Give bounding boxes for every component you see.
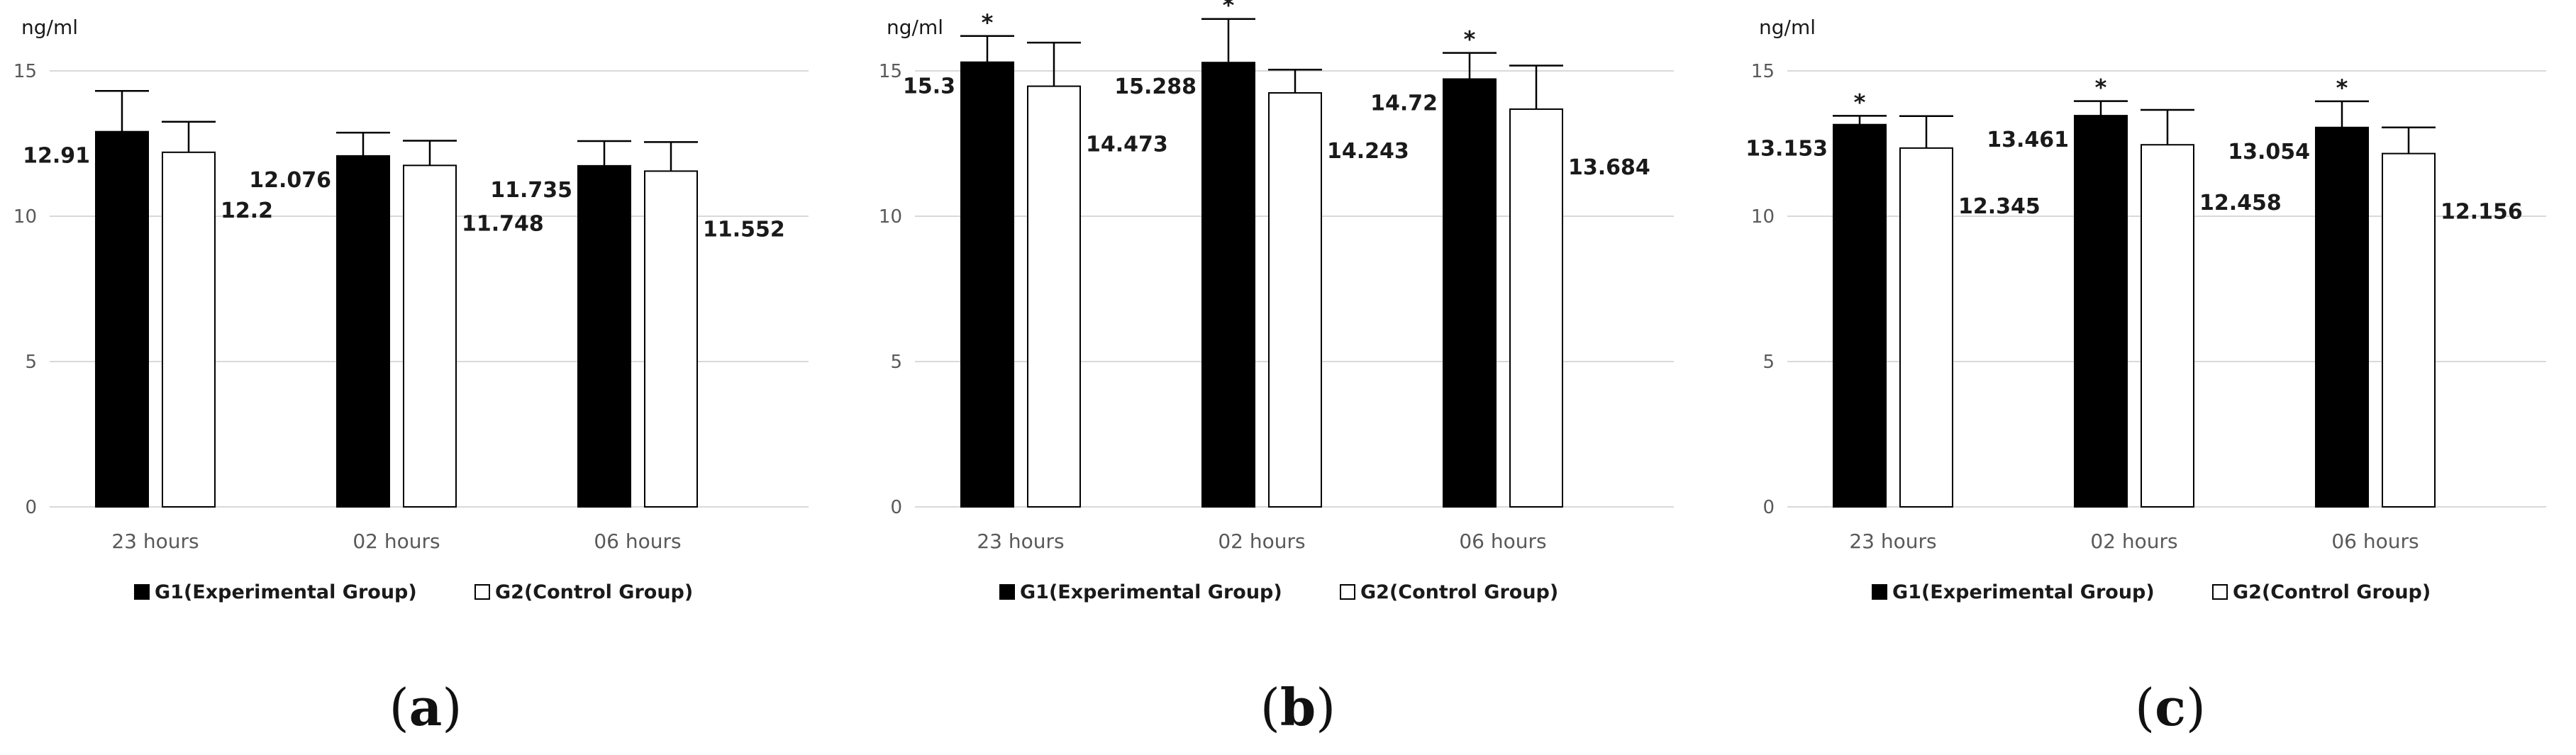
data-label-g1: 13.153 (1745, 137, 1828, 162)
x-tick-label: 23 hours (111, 530, 199, 553)
data-label-g2: 11.748 (462, 211, 544, 236)
bar-g1 (95, 130, 149, 508)
y-axis-label: ng/ml (21, 16, 78, 39)
data-label-g2: 12.458 (2199, 191, 2282, 216)
significance-marker: * (2336, 74, 2348, 101)
x-tick-label: 06 hours (1459, 530, 1546, 553)
bar-g2 (644, 170, 698, 508)
legend-entry-g1: G1(Experimental Group) (1020, 581, 1282, 603)
bar-g1 (1443, 78, 1497, 508)
bar-g2 (403, 164, 457, 508)
y-tick-label: 5 (1762, 352, 1775, 373)
data-label-g2: 12.2 (221, 198, 273, 223)
data-label-g1: 15.3 (903, 74, 955, 99)
significance-marker: * (982, 9, 994, 36)
x-tick-label: 02 hours (352, 530, 440, 553)
y-tick-label: 5 (890, 352, 902, 373)
bar-g1 (1201, 62, 1255, 508)
bar-g2 (1899, 147, 1953, 508)
bar-g2 (1027, 85, 1081, 508)
panel-label-a: (a) (389, 677, 462, 737)
y-tick-label: 5 (25, 352, 37, 373)
data-label-g1: 11.735 (490, 178, 572, 203)
data-label-g1: 15.288 (1114, 74, 1197, 99)
data-label-g1: 12.076 (249, 168, 331, 193)
significance-marker: * (2095, 74, 2107, 101)
legend-entry-g2: G2(Control Group) (495, 581, 693, 603)
legend-entry-g1: G1(Experimental Group) (155, 581, 417, 603)
y-axis-label: ng/ml (887, 16, 943, 39)
y-tick-label: 10 (13, 206, 37, 228)
data-label-g1: 14.72 (1370, 91, 1438, 116)
legend-swatch-g1 (999, 584, 1015, 600)
x-tick-label: 23 hours (1849, 530, 1936, 553)
y-tick-label: 15 (13, 61, 37, 82)
y-tick-label: 15 (1751, 61, 1775, 82)
legend-swatch-g2 (2212, 584, 2228, 600)
bar-g2 (162, 151, 216, 508)
legend-entry-g2: G2(Control Group) (1360, 581, 1558, 603)
bar-g1 (1833, 123, 1887, 508)
y-tick-label: 0 (1762, 497, 1775, 518)
data-label-g2: 14.243 (1327, 139, 1409, 164)
legend-swatch-g1 (134, 584, 150, 600)
bar-g1 (960, 61, 1014, 508)
bar-g1 (577, 164, 631, 508)
legend-swatch-g1 (1872, 584, 1887, 600)
y-tick-label: 10 (1751, 206, 1775, 228)
bar-g2 (1509, 108, 1563, 508)
legend-swatch-g2 (1340, 584, 1355, 600)
legend-entry-g2: G2(Control Group) (2233, 581, 2431, 603)
y-tick-label: 0 (890, 497, 902, 518)
data-label-g1: 12.91 (23, 144, 90, 169)
bar-g2 (2141, 144, 2194, 508)
data-label-g2: 12.345 (1958, 194, 2041, 219)
y-axis-label: ng/ml (1759, 16, 1816, 39)
bar-g1 (2315, 126, 2369, 508)
significance-marker: * (1854, 89, 1866, 116)
panel-label-c: (c) (2134, 677, 2206, 737)
data-label-g1: 13.054 (2228, 140, 2310, 164)
y-tick-label: 0 (25, 497, 37, 518)
panel-label-b: (b) (1260, 677, 1336, 737)
x-tick-label: 06 hours (2331, 530, 2419, 553)
chart-c: ng/ml 0 5 10 15 13.153 * 12.345 23 hours 13.461 * 1… (1745, 16, 2546, 603)
significance-marker: * (1464, 26, 1476, 53)
bar-g1 (336, 155, 390, 508)
x-tick-label: 23 hours (977, 530, 1064, 553)
data-label-g2: 14.473 (1086, 133, 1168, 157)
legend-swatch-g2 (474, 584, 490, 600)
bar-g2 (1268, 92, 1322, 508)
significance-marker: * (1223, 0, 1235, 19)
x-tick-label: 06 hours (594, 530, 681, 553)
x-tick-label: 02 hours (2090, 530, 2177, 553)
y-tick-label: 10 (879, 206, 902, 228)
bar-g1 (2074, 115, 2128, 508)
bar-g2 (2382, 152, 2436, 508)
data-label-g1: 13.461 (1987, 128, 2069, 152)
data-label-g2: 12.156 (2441, 200, 2523, 225)
chart-a: ng/ml 0 5 10 15 12.91 12.2 23 hours 12.076 11.748… (13, 16, 809, 603)
data-label-g2: 13.684 (1568, 155, 1650, 180)
data-label-g2: 11.552 (703, 217, 785, 242)
legend-entry-g1: G1(Experimental Group) (1892, 581, 2155, 603)
x-tick-label: 02 hours (1218, 530, 1305, 553)
y-tick-label: 15 (879, 61, 902, 82)
